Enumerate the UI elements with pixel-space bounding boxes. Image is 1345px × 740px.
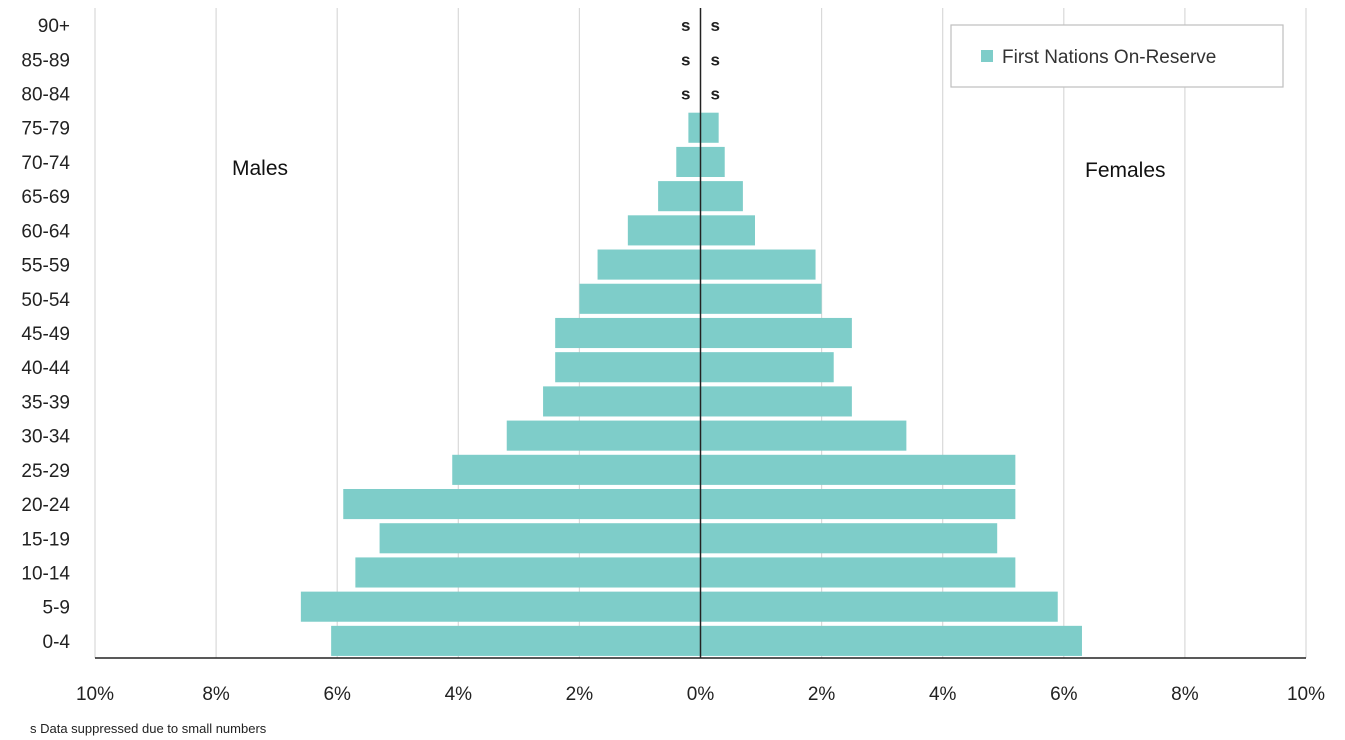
- suppressed-male-85-89: s: [681, 50, 690, 69]
- suppressed-female-90+: s: [711, 16, 720, 35]
- bar-female-20-24: [700, 489, 1016, 520]
- bar-male-50-54: [579, 283, 701, 314]
- females-label: Females: [1085, 159, 1166, 182]
- bar-male-30-34: [506, 420, 701, 451]
- y-tick-label: 45-49: [21, 324, 70, 345]
- suppressed-male-80-84: s: [681, 85, 690, 104]
- bar-male-10-14: [355, 557, 701, 588]
- bar-female-5-9: [700, 591, 1058, 622]
- legend-label: First Nations On-Reserve: [1002, 47, 1216, 68]
- x-tick-label: 6%: [1050, 684, 1078, 705]
- bar-male-70-74: [676, 146, 701, 177]
- suppressed-markers: s ss ss s: [681, 16, 720, 103]
- bar-male-35-39: [543, 386, 701, 417]
- y-tick-label: 50-54: [21, 290, 70, 311]
- suppressed-female-80-84: s: [711, 85, 720, 104]
- y-tick-label: 40-44: [21, 358, 70, 379]
- y-axis-tick-labels: 0-4 5-9 10-14 15-19 20-24 25-29 30-34 35-39 40-4…: [21, 16, 70, 653]
- bar-male-55-59: [597, 249, 701, 280]
- bar-female-25-29: [700, 454, 1016, 485]
- suppressed-male-90+: s: [681, 16, 690, 35]
- y-tick-label: 10-14: [21, 563, 70, 584]
- y-tick-label: 30-34: [21, 427, 70, 448]
- bar-male-40-44: [555, 352, 701, 383]
- bar-female-30-34: [700, 420, 907, 451]
- bar-female-10-14: [700, 557, 1016, 588]
- y-tick-label: 5-9: [43, 598, 70, 619]
- footnote: s Data suppressed due to small numbers: [30, 721, 267, 736]
- x-tick-label: 0%: [687, 684, 715, 705]
- y-tick-label: 75-79: [21, 119, 70, 140]
- y-tick-label: 15-19: [21, 529, 70, 550]
- y-tick-label: 85-89: [21, 50, 70, 71]
- x-tick-label: 4%: [929, 684, 957, 705]
- legend-swatch: [981, 50, 993, 62]
- bar-female-70-74: [700, 146, 725, 177]
- y-tick-label: 60-64: [21, 221, 70, 242]
- x-tick-label: 10%: [76, 684, 114, 705]
- y-tick-label: 0-4: [43, 632, 71, 653]
- bar-female-65-69: [700, 181, 743, 212]
- x-tick-label: 4%: [445, 684, 473, 705]
- bar-male-5-9: [300, 591, 701, 622]
- x-tick-label: 2%: [808, 684, 836, 705]
- legend-box: [950, 24, 1284, 88]
- bars: [300, 112, 1082, 656]
- bar-female-45-49: [700, 317, 852, 349]
- x-tick-label: 8%: [202, 684, 230, 705]
- bar-male-65-69: [658, 181, 701, 212]
- bar-male-20-24: [343, 489, 701, 520]
- y-tick-label: 35-39: [21, 392, 70, 413]
- bar-male-0-4: [331, 625, 701, 656]
- y-tick-label: 25-29: [21, 461, 70, 482]
- bar-male-60-64: [627, 215, 701, 246]
- legend: First Nations On-Reserve: [950, 24, 1284, 88]
- bar-male-45-49: [555, 317, 701, 349]
- y-tick-label: 65-69: [21, 187, 70, 208]
- y-tick-label: 80-84: [21, 85, 70, 106]
- suppressed-female-85-89: s: [711, 50, 720, 69]
- x-tick-label: 6%: [323, 684, 351, 705]
- x-axis-tick-labels: 10% 8% 6% 4% 2% 0% 2% 4% 6% 8% 10%: [76, 684, 1325, 705]
- bar-female-55-59: [700, 249, 816, 280]
- bar-male-75-79: [688, 112, 701, 143]
- bar-female-0-4: [700, 625, 1082, 656]
- y-tick-label: 20-24: [21, 495, 70, 516]
- x-tick-label: 10%: [1287, 684, 1325, 705]
- bar-female-35-39: [700, 386, 852, 417]
- bar-female-75-79: [700, 112, 719, 143]
- x-tick-label: 8%: [1171, 684, 1199, 705]
- y-tick-label: 55-59: [21, 256, 70, 277]
- bar-female-60-64: [700, 215, 755, 246]
- bar-female-40-44: [700, 352, 834, 383]
- bar-female-50-54: [700, 283, 822, 314]
- x-tick-label: 2%: [566, 684, 594, 705]
- bar-male-25-29: [452, 454, 701, 485]
- bar-female-15-19: [700, 523, 998, 554]
- y-tick-label: 90+: [38, 16, 70, 37]
- y-tick-label: 70-74: [21, 153, 70, 174]
- bar-male-15-19: [379, 523, 701, 554]
- males-label: Males: [232, 157, 288, 180]
